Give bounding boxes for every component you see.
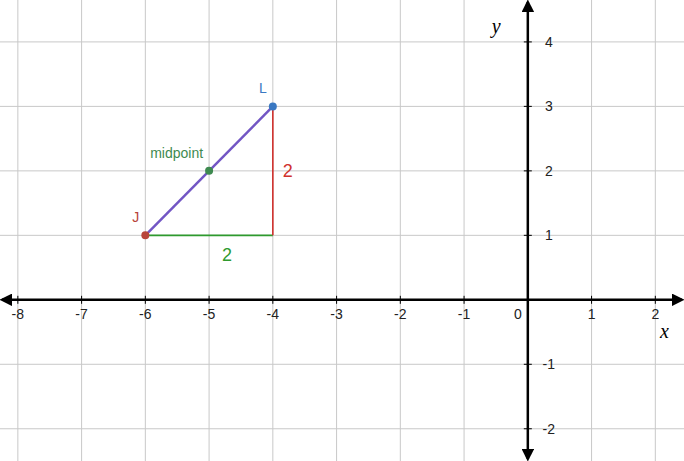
line-segment: [145, 106, 272, 235]
x-tick: [209, 296, 210, 304]
grid-line: [0, 299, 684, 300]
segment-length-label: 2: [222, 245, 232, 265]
y-tick-label: 3: [545, 98, 553, 114]
x-tick-label: -8: [12, 306, 25, 322]
grid-line: [0, 235, 684, 236]
y-tick: [524, 364, 532, 365]
x-tick-label: -6: [139, 306, 152, 322]
grid-line: [272, 0, 273, 461]
grid-line: [209, 0, 210, 461]
grid-line: [527, 0, 528, 461]
y-tick-label: 2: [545, 163, 553, 179]
grid-line: [17, 0, 18, 461]
x-axis-label: x: [659, 320, 669, 342]
x-axis: [2, 299, 682, 302]
x-tick-label: -2: [394, 306, 407, 322]
grid-line: [591, 0, 592, 461]
x-tick: [655, 296, 656, 304]
x-tick: [272, 296, 273, 304]
x-tick: [336, 296, 337, 304]
grid-line: [0, 428, 684, 429]
data: [141, 102, 276, 239]
y-axis-label: y: [490, 15, 501, 38]
y-tick: [524, 106, 532, 107]
y-tick-label: 4: [545, 34, 553, 50]
x-tick-label: -3: [330, 306, 343, 322]
x-tick-label: -5: [203, 306, 216, 322]
line-segment: [272, 106, 274, 235]
x-tick: [400, 296, 401, 304]
grid: [0, 0, 684, 461]
grid-line: [400, 0, 401, 461]
grid-line: [655, 0, 656, 461]
grid-line: [336, 0, 337, 461]
grid-line: [0, 364, 684, 365]
y-axis: [527, 2, 530, 459]
grid-line: [0, 106, 684, 107]
tick-labels: -8 -7 -6 -5 -4 -3 -2 -1 0 1 2 -2 -1 1 2 3 4: [12, 34, 660, 437]
x-tick-label: 1: [588, 306, 596, 322]
x-tick: [81, 296, 82, 304]
point-label: midpoint: [150, 145, 203, 161]
x-tick-label: -4: [267, 306, 280, 322]
y-tick: [524, 41, 532, 42]
point-label: L: [259, 80, 267, 96]
x-tick: [464, 296, 465, 304]
chart: -8 -7 -6 -5 -4 -3 -2 -1 0 1 2 -2 -1 1 2 3 4 x y 2 2 Jmidpoint…: [0, 0, 684, 461]
x-tick-label: 2: [651, 306, 659, 322]
point-label: J: [132, 209, 139, 225]
y-tick: [524, 235, 532, 236]
grid-line: [81, 0, 82, 461]
y-tick: [524, 428, 532, 429]
y-tick-label: 1: [545, 227, 553, 243]
y-tick-label: -1: [543, 356, 556, 372]
data-labels: 2 2 Jmidpoint L: [132, 80, 293, 265]
y-tick-label: -2: [543, 421, 556, 437]
x-tick: [145, 296, 146, 304]
y-tick: [524, 170, 532, 171]
x-tick: [17, 296, 18, 304]
x-tick-label: 0: [514, 306, 522, 322]
x-tick-label: -7: [75, 306, 88, 322]
x-tick: [527, 296, 528, 304]
x-tick: [591, 296, 592, 304]
grid-line: [464, 0, 465, 461]
x-tick-label: -1: [458, 306, 471, 322]
grid-line: [0, 41, 684, 42]
line-segment: [145, 235, 272, 237]
point: [141, 231, 149, 239]
segment-length-label: 2: [283, 161, 293, 181]
grid-line: [0, 170, 684, 171]
point: [269, 102, 277, 110]
grid-line: [145, 0, 146, 461]
point: [205, 167, 213, 175]
